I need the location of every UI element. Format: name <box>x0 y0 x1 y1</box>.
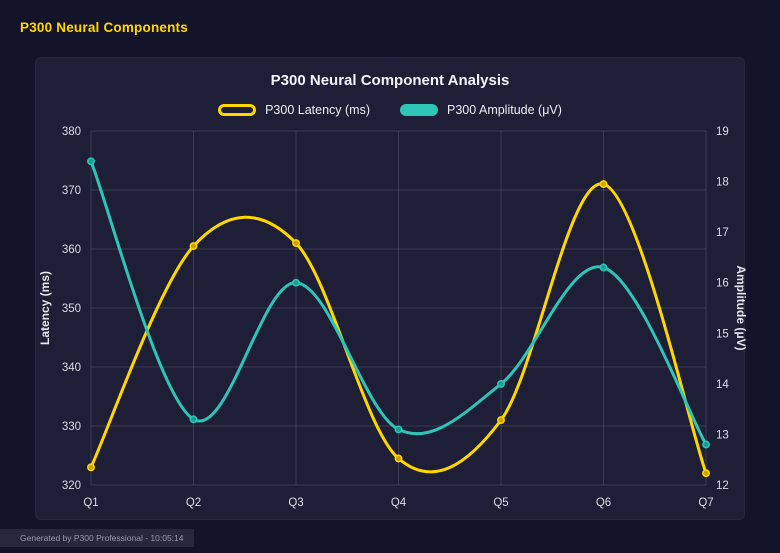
svg-text:Q2: Q2 <box>186 497 201 509</box>
svg-text:Q1: Q1 <box>83 497 98 509</box>
svg-text:380: 380 <box>62 126 81 138</box>
svg-text:Q5: Q5 <box>493 497 508 509</box>
svg-text:340: 340 <box>62 362 81 374</box>
svg-text:350: 350 <box>62 303 81 315</box>
latency-line-swatch-icon <box>218 104 257 116</box>
svg-text:320: 320 <box>62 480 81 492</box>
legend-item-amplitude[interactable]: P300 Amplitude (μV) <box>400 103 562 117</box>
chart-legend: P300 Latency (ms) P300 Amplitude (μV) <box>36 101 744 119</box>
legend-item-latency[interactable]: P300 Latency (ms) <box>218 103 370 117</box>
legend-label-amplitude: P300 Amplitude (μV) <box>447 103 562 117</box>
svg-text:18: 18 <box>716 177 729 189</box>
svg-text:15: 15 <box>716 328 729 340</box>
svg-text:16: 16 <box>716 278 729 290</box>
svg-text:Q3: Q3 <box>288 497 303 509</box>
amplitude-line-swatch-icon <box>400 104 438 116</box>
svg-text:Q7: Q7 <box>698 497 713 509</box>
svg-text:360: 360 <box>62 244 81 256</box>
line-chart: 320 330 340 350 360 370 380 12 13 14 15 16 17 18 19 Q1 Q… <box>38 126 746 509</box>
legend-label-latency: P300 Latency (ms) <box>265 103 370 117</box>
svg-text:17: 17 <box>716 227 729 239</box>
svg-text:370: 370 <box>62 185 81 197</box>
svg-text:13: 13 <box>716 429 729 441</box>
svg-text:14: 14 <box>716 379 729 391</box>
svg-text:Latency (ms): Latency (ms) <box>38 271 52 345</box>
svg-text:Q4: Q4 <box>391 497 407 509</box>
svg-text:Amplitude (μV): Amplitude (μV) <box>734 265 746 350</box>
svg-text:12: 12 <box>716 480 729 492</box>
svg-text:Q6: Q6 <box>596 497 611 509</box>
svg-text:19: 19 <box>716 126 729 138</box>
svg-text:330: 330 <box>62 421 81 433</box>
chart-title: P300 Neural Component Analysis <box>270 72 510 89</box>
chart-panel: P300 Neural Component Analysis P300 Late… <box>35 57 746 520</box>
generated-by-text: Generated by P300 Professional - 10:05:1… <box>20 533 184 543</box>
status-bar: Generated by P300 Professional - 10:05:1… <box>0 529 194 547</box>
page-title: P300 Neural Components <box>20 20 188 35</box>
